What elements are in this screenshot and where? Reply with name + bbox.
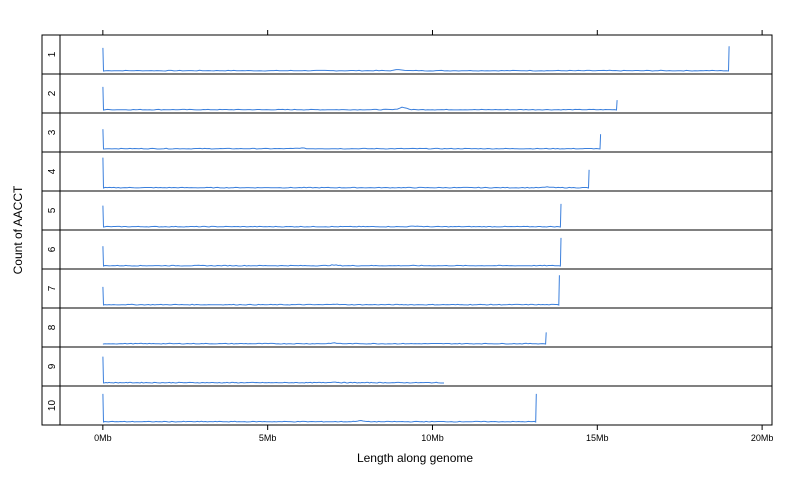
panel-3: 3 [41, 112, 773, 153]
panel-label: 1 [47, 51, 58, 57]
series-line-8 [102, 332, 547, 345]
x-tick-label: 0Mb [94, 433, 112, 443]
panel-frame [59, 112, 773, 153]
panel-label: 8 [47, 324, 58, 330]
series-line-6 [102, 237, 562, 267]
series-line-5 [102, 203, 562, 228]
panel-10: 10 [41, 385, 773, 426]
panel-frame [59, 73, 773, 114]
panel-2: 2 [41, 73, 773, 114]
panel-frame [59, 385, 773, 426]
x-tick-label: 20Mb [751, 433, 774, 443]
panel-frame [59, 190, 773, 231]
y-axis-title: Count of AACCT [11, 185, 25, 274]
series-line-9 [102, 356, 444, 384]
series-line-7 [102, 275, 560, 306]
panel-6: 6 [41, 229, 773, 270]
series-line-4 [102, 157, 590, 189]
panel-label: 5 [47, 207, 58, 213]
panel-frame [59, 34, 773, 75]
panel-8: 8 [41, 307, 773, 348]
panel-1: 1 [41, 34, 773, 75]
panel-label: 10 [47, 400, 58, 412]
panels: 1 2 3 4 5 6 7 8 9 10 [41, 34, 773, 426]
panel-4: 4 [41, 151, 773, 192]
series-line-2 [102, 86, 618, 111]
panel-frame [59, 268, 773, 309]
panel-label: 4 [47, 168, 58, 174]
panel-frame [59, 151, 773, 192]
panel-label: 6 [47, 246, 58, 252]
panel-frame [59, 229, 773, 270]
series-line-10 [102, 393, 537, 423]
panel-label: 3 [47, 129, 58, 135]
outer-frame [41, 34, 773, 426]
x-tick-label: 10Mb [421, 433, 444, 443]
x-tick-label: 15Mb [586, 433, 609, 443]
panel-9: 9 [41, 346, 773, 387]
panel-frame [59, 346, 773, 387]
series-line-3 [102, 129, 602, 150]
panel-label: 7 [47, 285, 58, 291]
x-axis: 0Mb 5Mb 10Mb 15Mb 20Mb [94, 30, 773, 443]
panel-frame [59, 307, 773, 348]
panel-label: 9 [47, 363, 58, 369]
series-line-1 [102, 46, 730, 72]
panel-5: 5 [41, 190, 773, 231]
panel-label: 2 [47, 90, 58, 96]
x-tick-label: 5Mb [259, 433, 277, 443]
x-axis-title: Length along genome [357, 451, 473, 465]
panel-7: 7 [41, 268, 773, 309]
